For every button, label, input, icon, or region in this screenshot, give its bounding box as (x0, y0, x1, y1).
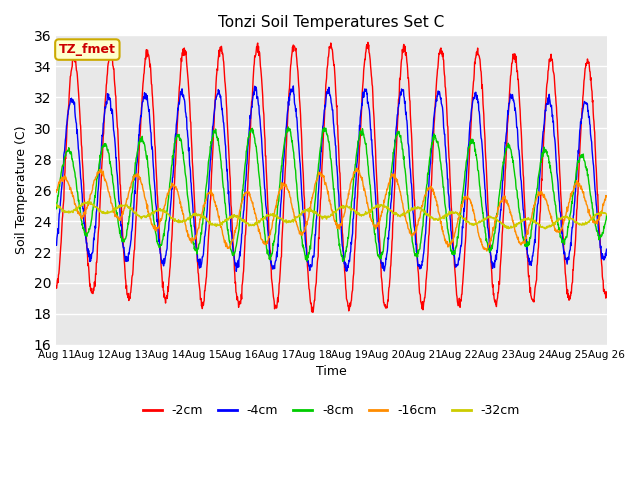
Text: TZ_fmet: TZ_fmet (59, 43, 116, 56)
-16cm (175, 192, 182, 198)
Title: Tonzi Soil Temperatures Set C: Tonzi Soil Temperatures Set C (218, 15, 445, 30)
-32cm (603, 212, 611, 218)
-16cm (161, 202, 169, 208)
-8cm (285, 124, 292, 130)
-4cm (232, 268, 240, 274)
-4cm (417, 262, 425, 267)
-16cm (483, 248, 491, 254)
-2cm (309, 310, 317, 315)
-4cm (490, 260, 497, 266)
Legend: -2cm, -4cm, -8cm, -16cm, -32cm: -2cm, -4cm, -8cm, -16cm, -32cm (138, 399, 525, 422)
-8cm (490, 238, 497, 243)
-4cm (603, 246, 611, 252)
-32cm (417, 205, 425, 211)
-4cm (538, 144, 546, 150)
-32cm (489, 215, 497, 221)
-16cm (353, 166, 360, 171)
-32cm (538, 224, 545, 230)
-32cm (52, 202, 60, 207)
-4cm (52, 242, 60, 248)
-8cm (175, 134, 182, 140)
-16cm (490, 228, 497, 233)
-16cm (603, 193, 611, 199)
X-axis label: Time: Time (316, 365, 347, 378)
-32cm (175, 220, 183, 226)
-16cm (538, 190, 546, 195)
-32cm (84, 199, 92, 204)
-2cm (175, 99, 182, 105)
Line: -2cm: -2cm (56, 42, 607, 312)
-16cm (417, 208, 425, 214)
Line: -4cm: -4cm (56, 86, 607, 271)
-8cm (603, 213, 611, 218)
-8cm (161, 222, 169, 228)
-4cm (161, 255, 169, 261)
-8cm (236, 213, 244, 219)
-2cm (538, 178, 546, 183)
Line: -32cm: -32cm (56, 202, 607, 229)
-16cm (52, 190, 60, 195)
Line: -16cm: -16cm (56, 168, 607, 251)
-8cm (538, 154, 546, 159)
-4cm (175, 101, 182, 107)
-2cm (364, 39, 372, 45)
-2cm (161, 296, 169, 301)
-32cm (541, 226, 549, 232)
-32cm (237, 215, 244, 221)
-16cm (236, 208, 244, 214)
-4cm (237, 246, 244, 252)
-2cm (603, 289, 611, 295)
-2cm (417, 301, 425, 307)
-8cm (339, 259, 347, 264)
Y-axis label: Soil Temperature (C): Soil Temperature (C) (15, 126, 28, 254)
-8cm (417, 233, 425, 239)
-32cm (162, 210, 170, 216)
-2cm (236, 298, 244, 304)
-2cm (52, 283, 60, 289)
-2cm (490, 292, 497, 298)
Line: -8cm: -8cm (56, 127, 607, 262)
-8cm (52, 206, 60, 212)
-4cm (289, 83, 297, 89)
